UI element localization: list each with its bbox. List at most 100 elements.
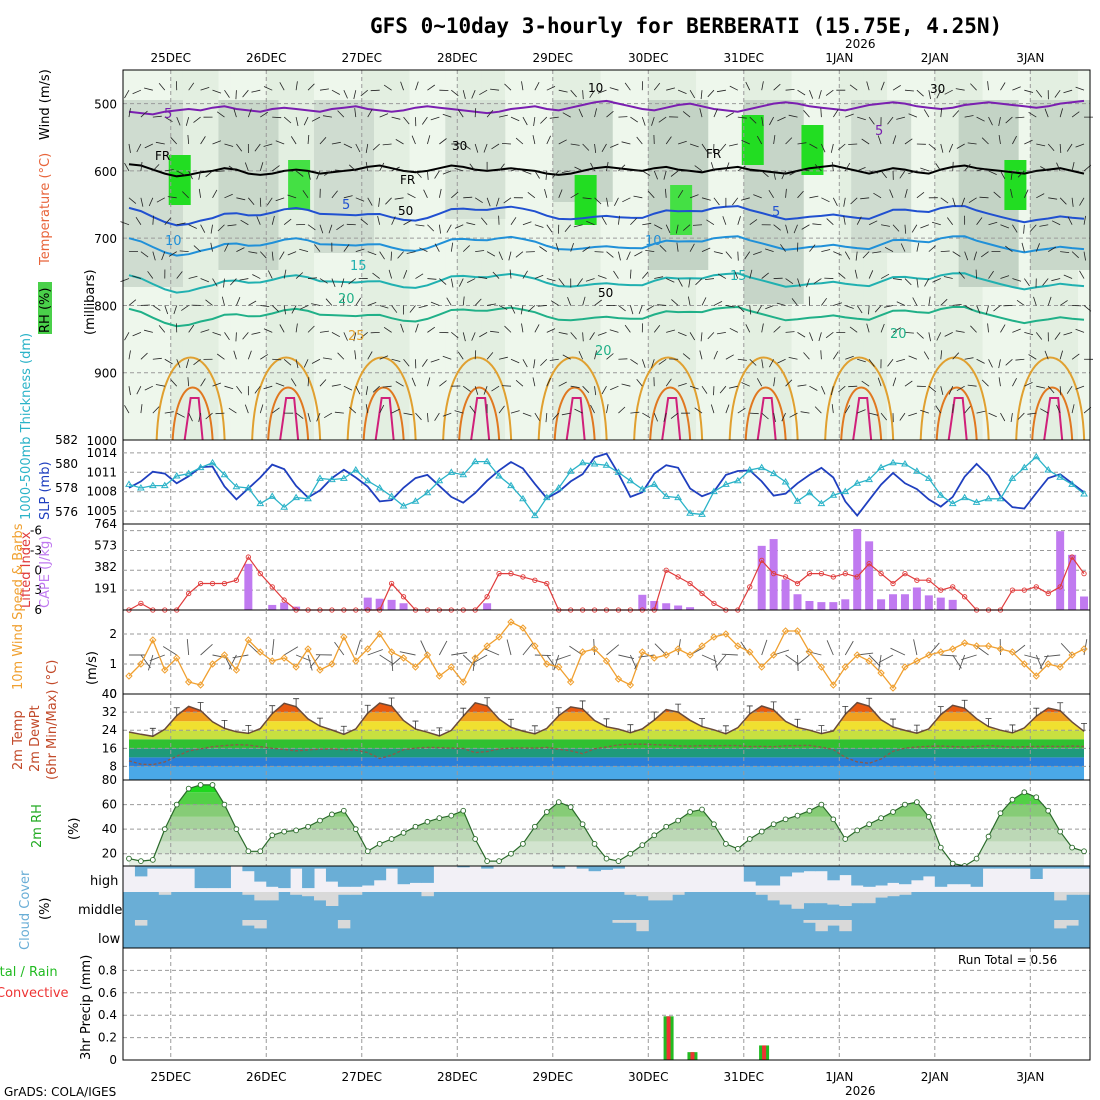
wind-barb	[379, 162, 385, 172]
wind-tick: 0	[109, 687, 117, 701]
wind-barb	[483, 143, 488, 153]
wind-barb	[1021, 242, 1025, 252]
wind-barb	[880, 81, 885, 91]
wind-barb	[756, 378, 763, 387]
wind-barb	[287, 251, 297, 256]
thickness-point	[781, 478, 790, 485]
surface-wind-barb	[462, 654, 476, 667]
wind-barb	[866, 323, 870, 333]
thickness-point	[865, 475, 874, 483]
wind-barb	[510, 410, 520, 414]
surface-wind-barb	[701, 654, 717, 662]
wind-barb	[419, 247, 428, 252]
wind-barb	[940, 298, 948, 306]
lifted-index-point	[950, 584, 956, 590]
temp-minmax-bar	[1057, 702, 1064, 711]
rh-point	[221, 801, 228, 808]
cape-bars	[244, 528, 1089, 610]
thickness-point	[459, 470, 468, 478]
wind-barb	[820, 350, 822, 360]
wind-barb	[624, 324, 631, 333]
wind-barb	[665, 378, 672, 387]
thickness-point	[244, 484, 253, 491]
wind-barb	[170, 379, 178, 387]
wind-barb	[701, 143, 708, 152]
wind-barb	[682, 353, 691, 360]
wind-barb	[164, 169, 174, 172]
wind-barb	[694, 407, 703, 414]
wind-barb	[355, 143, 361, 153]
wind-barb	[395, 381, 404, 387]
wind-barb	[132, 89, 142, 95]
wind-barb	[845, 113, 854, 118]
wind-barb	[377, 215, 381, 225]
wind-barb	[932, 278, 941, 283]
wind-barb	[152, 215, 154, 225]
wind-barb	[283, 116, 292, 124]
rh-point	[161, 826, 168, 832]
thickness-point	[184, 469, 193, 477]
rh-point	[627, 850, 634, 857]
wind-barb	[283, 358, 292, 366]
cloud-middle-cell	[242, 892, 255, 895]
lifted-tick: -6	[30, 524, 42, 538]
precip-bars	[663, 1016, 770, 1060]
surface-wind-barb	[147, 654, 154, 671]
thickness-line	[128, 455, 1085, 517]
cloud-high-cell	[170, 866, 184, 869]
wind-barb	[830, 143, 834, 153]
wind-speed-point	[841, 663, 849, 671]
wind-barb	[630, 411, 640, 414]
temp-unit-label: (6hr Min/Max) (°C)	[45, 660, 60, 780]
thickness-point	[1056, 473, 1065, 480]
wind-barb	[155, 141, 165, 145]
thickness-point	[172, 472, 181, 479]
wind-speed-point	[590, 645, 599, 653]
wind-speed-point	[220, 651, 229, 659]
wind-speed-point	[817, 663, 826, 671]
wind-barb	[1063, 331, 1073, 336]
wind-barb	[749, 269, 753, 279]
thickness-point	[674, 493, 683, 501]
surface-wind-barb	[569, 645, 583, 656]
wind-barb	[916, 278, 919, 288]
rh-moist-zone	[1030, 100, 1091, 270]
rh-point	[281, 828, 288, 835]
wind-barb	[670, 412, 679, 419]
wind-speed-point	[769, 651, 778, 659]
wind-barb	[689, 143, 699, 148]
wind-barb	[809, 332, 814, 341]
cape-bar	[948, 599, 957, 610]
surface-wind-barb	[797, 654, 799, 672]
wind-barb	[515, 379, 524, 387]
wind-barb	[952, 352, 960, 360]
lifted-index-point	[1081, 570, 1087, 577]
wind-barb	[665, 224, 671, 234]
wind-barb	[880, 273, 890, 279]
wind-barb	[1028, 111, 1037, 118]
wind-barb	[729, 143, 738, 147]
rh-moist-zone	[218, 100, 279, 270]
rh-point	[352, 826, 359, 832]
rh-point	[591, 841, 598, 847]
wind-barb	[124, 162, 130, 172]
wind-barb	[537, 305, 547, 307]
cloud-high-cell	[1018, 866, 1031, 869]
rh-saturated-zone	[168, 155, 191, 205]
cloud-low-cell	[612, 920, 625, 923]
wind-barb	[564, 224, 571, 232]
cloud-high-cell	[994, 866, 1007, 869]
slp-series	[125, 452, 1088, 519]
wind-barb	[761, 412, 769, 420]
thickness-point	[554, 484, 563, 491]
wind-speed-point	[949, 645, 957, 653]
wind-barb	[334, 169, 344, 172]
wind-barb	[573, 224, 583, 228]
wind-barb	[861, 380, 870, 387]
wind-barb	[868, 220, 878, 226]
cloud-high-cell	[946, 866, 960, 885]
lifted-index-point	[675, 574, 681, 580]
thickness-point	[363, 476, 372, 484]
wind-barb	[552, 412, 560, 421]
wind-barb	[831, 161, 834, 171]
